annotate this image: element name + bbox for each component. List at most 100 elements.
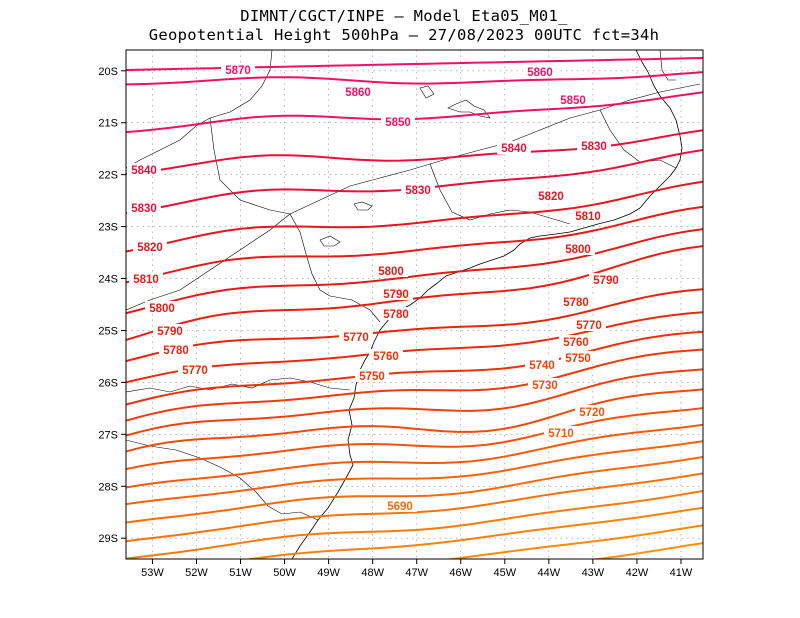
x-tick-label: 50W: [273, 567, 296, 579]
contour-label-bg: [127, 201, 161, 214]
contour-label: 5870: [225, 65, 251, 77]
contour-label: 5830: [581, 141, 607, 153]
contour-label: 5720: [579, 407, 605, 419]
contour-label: 5770: [576, 320, 602, 332]
contour-line: [126, 490, 703, 559]
state-border: [599, 109, 677, 169]
x-tick-label: 45W: [493, 567, 516, 579]
contour-label-bg: [544, 426, 578, 439]
contour-label: 5800: [149, 303, 175, 315]
contour-line: [126, 180, 703, 253]
contour-label: 5850: [385, 117, 411, 129]
chart-title-line1: DIMNT/CGCT/INPE – Model Eta05_M01_: [240, 7, 568, 25]
contour-label: 5820: [137, 242, 163, 254]
coastline-layer: [126, 50, 701, 559]
contour-label-bg: [559, 295, 593, 308]
contour-label-bg: [379, 287, 413, 300]
contour-line: [126, 388, 703, 453]
contour-line: [126, 407, 703, 471]
contour-label-bg: [355, 369, 389, 382]
contour-label-bg: [133, 240, 167, 253]
contour-label-bg: [221, 63, 255, 76]
contour-label-bg: [381, 115, 415, 128]
contour-label-bg: [129, 272, 163, 285]
x-tick-label: 52W: [185, 567, 208, 579]
reservoir: [419, 85, 435, 99]
contour-label: 5790: [593, 275, 619, 287]
contour-line: [126, 311, 703, 384]
contour-line: [126, 57, 703, 71]
contour-label-bg: [379, 307, 413, 320]
contour-line: [126, 368, 703, 437]
contour-line: [126, 330, 703, 406]
contour-label: 5850: [560, 95, 586, 107]
y-tick-label: 24S: [98, 274, 118, 286]
contour-label: 5820: [538, 191, 564, 203]
contour-label: 5780: [163, 345, 189, 357]
contour-label-bg: [145, 301, 179, 314]
reservoir: [319, 235, 341, 247]
contour-label: 5690: [387, 501, 413, 513]
contour-label: 5810: [575, 211, 601, 223]
contour-label: 5770: [343, 332, 369, 344]
y-tick-label: 28S: [98, 481, 118, 493]
contour-label: 5810: [133, 274, 159, 286]
contour-label-bg: [383, 499, 417, 512]
state-border: [126, 439, 319, 521]
contour-labels: 5870 5860 5860 5850 5850 5840 5840 5830 5830 5830…: [127, 63, 623, 513]
contour-label: 5790: [157, 326, 183, 338]
y-tick-label: 21S: [98, 118, 118, 130]
contour-label-bg: [178, 363, 212, 376]
contour-label-bg: [153, 324, 187, 337]
chart-title-line2: Geopotential Height 500hPa – 27/08/2023 …: [148, 26, 660, 44]
x-tick-label: 48W: [361, 567, 384, 579]
contour-label: 5750: [359, 371, 385, 383]
contour-line: [590, 542, 703, 559]
contour-label-bg: [559, 335, 593, 348]
coastline: [347, 50, 683, 466]
contour-label-bg: [561, 242, 595, 255]
y-tick-label: 29S: [98, 533, 118, 545]
contour-line: [126, 71, 703, 86]
contour-label: 5790: [383, 289, 409, 301]
contour-label-bg: [572, 318, 606, 331]
contour-line: [444, 524, 703, 559]
contour-label: 5800: [565, 244, 591, 256]
contour-layer: [126, 57, 703, 559]
contour-label-bg: [589, 273, 623, 286]
contour-line: [126, 205, 703, 284]
contour-label: 5750: [565, 353, 591, 365]
contour-line: [126, 456, 703, 524]
contour-label-bg: [339, 330, 373, 343]
contour-label-bg: [577, 139, 611, 152]
coastline: [291, 464, 354, 559]
contour-label: 5830: [131, 203, 157, 215]
x-tick-label: 43W: [582, 567, 605, 579]
contour-label: 5710: [548, 428, 574, 440]
contour-line: [126, 288, 703, 363]
contour-label: 5780: [383, 309, 409, 321]
contour-line: [126, 348, 703, 422]
x-tick-label: 41W: [670, 567, 693, 579]
x-tick-label: 47W: [405, 567, 428, 579]
contour-line: [126, 472, 703, 543]
contour-label-bg: [556, 93, 590, 106]
contour-label-bg: [534, 189, 568, 202]
contour-label: 5760: [373, 351, 399, 363]
contour-label-bg: [528, 378, 562, 391]
contour-label-bg: [561, 351, 595, 364]
contour-label-bg: [127, 163, 161, 176]
contour-label-bg: [523, 65, 557, 78]
contour-label: 5800: [378, 266, 404, 278]
contour-line: [126, 245, 703, 341]
contour-label-bg: [159, 343, 193, 356]
y-tick-label: 26S: [98, 377, 118, 389]
y-tick-label: 22S: [98, 170, 118, 182]
contour-label: 5840: [131, 165, 157, 177]
contour-label: 5860: [345, 87, 371, 99]
contour-label-bg: [525, 358, 559, 371]
y-tick-label: 23S: [98, 222, 118, 234]
x-tick-label: 53W: [141, 567, 164, 579]
x-tick-label: 49W: [317, 567, 340, 579]
